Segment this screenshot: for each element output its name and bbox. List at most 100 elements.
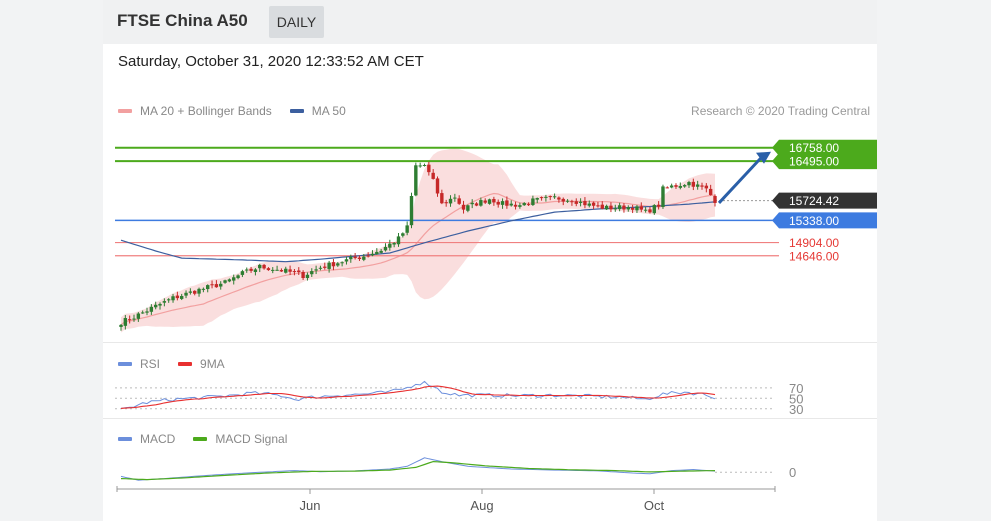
- candle-body: [188, 291, 193, 293]
- candle-body: [323, 266, 327, 268]
- candle-body: [691, 181, 696, 187]
- legend-rsi: RSI: [140, 357, 161, 371]
- candle-body: [578, 201, 583, 203]
- candle-body: [531, 198, 535, 206]
- candle-body: [166, 299, 171, 301]
- candle-body: [140, 312, 145, 314]
- candle-body: [301, 271, 305, 279]
- x-tick-label: Oct: [644, 498, 665, 513]
- candle-body: [457, 198, 461, 204]
- candle-body: [470, 202, 474, 205]
- candle-body: [379, 250, 383, 253]
- candle-body: [453, 197, 457, 199]
- candle-body: [127, 319, 132, 321]
- candle-body: [604, 205, 609, 210]
- candle-body: [479, 200, 483, 206]
- candle-body: [570, 201, 574, 203]
- candle-body: [630, 207, 635, 210]
- candle-body: [700, 185, 704, 187]
- candle-body: [232, 277, 236, 281]
- candle-body: [674, 185, 678, 187]
- x-tick-label: Aug: [470, 498, 493, 513]
- candle-body: [310, 271, 314, 275]
- candle-body: [648, 209, 652, 213]
- candle-body: [414, 165, 418, 196]
- candle-body: [587, 203, 591, 206]
- candle-body: [461, 204, 466, 210]
- candle-body: [245, 269, 249, 271]
- rsi-ma-line: [120, 385, 716, 409]
- candle-body: [236, 275, 240, 279]
- candle-body: [227, 279, 232, 282]
- pivot-tag: [772, 212, 877, 229]
- candle-body: [340, 262, 344, 264]
- candle-body: [513, 204, 518, 207]
- candle-body: [544, 196, 548, 198]
- candle-body: [297, 270, 301, 273]
- candle-body: [318, 267, 323, 269]
- projection-arrow-head: [756, 151, 771, 164]
- candle-body: [240, 271, 245, 275]
- candle-body: [466, 205, 470, 211]
- candle-body: [349, 256, 353, 260]
- legend-macd-signal: MACD Signal: [215, 432, 288, 446]
- candle-body: [271, 269, 275, 271]
- candle-body: [518, 205, 522, 207]
- candle-body: [158, 303, 162, 306]
- candle-body: [219, 283, 223, 287]
- legend-macd: MACD: [140, 432, 176, 446]
- rsi-legend: RSI 9MA: [118, 357, 243, 371]
- candle-body: [331, 262, 336, 267]
- panel-divider: [103, 418, 877, 419]
- resistance-2-label: 16758.00: [789, 141, 839, 155]
- candle-body: [626, 207, 630, 210]
- rsi-swatch: [118, 362, 132, 366]
- candle-body: [535, 198, 539, 200]
- last-price-label: 15724.42: [789, 194, 839, 208]
- candle-body: [661, 186, 665, 207]
- candle-body: [418, 165, 422, 167]
- candle-body: [635, 206, 639, 211]
- macd-swatch: [118, 437, 132, 441]
- candle-body: [427, 164, 431, 173]
- candle-body: [548, 196, 552, 198]
- macd-zero-label: 0: [789, 465, 796, 480]
- candle-body: [201, 288, 206, 290]
- candle-body: [435, 178, 440, 194]
- candle-body: [440, 193, 444, 204]
- candle-body: [492, 198, 496, 203]
- candle-body: [396, 236, 401, 245]
- legend-rsi-ma: 9MA: [200, 357, 225, 371]
- candle-body: [136, 313, 141, 319]
- candle-body: [123, 318, 128, 326]
- candle-body: [262, 264, 266, 269]
- resistance-2-tag: [772, 139, 877, 156]
- candle-body: [500, 201, 505, 205]
- candle-body: [643, 209, 648, 211]
- macd-signal-swatch: [193, 437, 208, 441]
- candle-body: [210, 284, 214, 286]
- x-tick-label: Jun: [300, 498, 321, 513]
- candle-body: [444, 202, 448, 204]
- bollinger-band: [121, 148, 715, 333]
- candle-body: [565, 200, 570, 202]
- price-legend: MA 20 + Bollinger Bands MA 50: [118, 104, 364, 118]
- candle-body: [665, 187, 670, 189]
- candle-body: [288, 269, 292, 272]
- candle-body: [652, 205, 656, 214]
- candle-body: [375, 251, 379, 255]
- candle-body: [284, 268, 288, 273]
- candle-body: [422, 164, 427, 166]
- candle-body: [639, 206, 643, 210]
- candle-body: [366, 255, 370, 257]
- projection-arrow-shaft: [717, 154, 765, 204]
- candle-body: [145, 311, 149, 313]
- candle-body: [362, 256, 366, 260]
- candle-body: [253, 269, 258, 273]
- candle-body: [405, 225, 409, 233]
- candle-body: [383, 246, 388, 251]
- period-button[interactable]: DAILY: [269, 6, 324, 38]
- candle-body: [483, 200, 487, 203]
- rsi-level-label: 50: [789, 391, 803, 406]
